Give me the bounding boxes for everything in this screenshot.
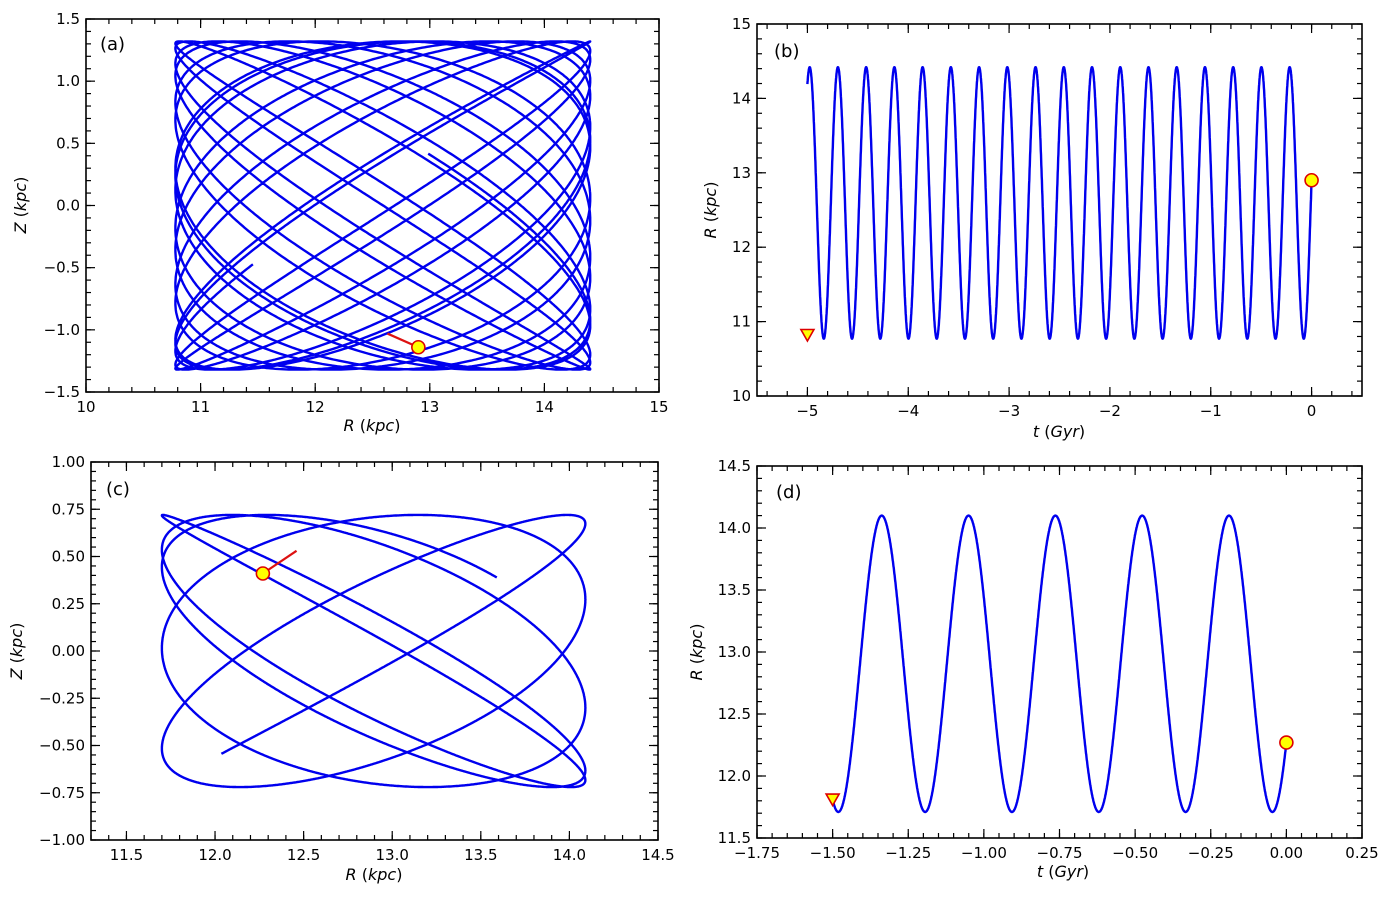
panel-b-label: (b) [774,41,799,62]
y-tick-label: 14.5 [718,457,751,475]
x-tick-label: 13 [420,398,439,416]
x-tick-label: −0.50 [1112,844,1158,862]
y-tick-label: 0.50 [52,548,85,566]
y-tick-label: −1.5 [44,383,80,401]
x-tick-label: −1.75 [734,844,780,862]
y-tick-label: 11.5 [718,829,751,847]
plot-clip-group [831,514,1288,814]
panel-a-orbit-meridional: 10 11 12 13 14 15 −1.5 −1.0 −0.5 0.0 0.5 1.0 1.5 (a)… [11,10,669,435]
panel-c-label: (c) [106,479,130,500]
orbit-line [831,514,1288,814]
current-position-marker [411,339,426,355]
current-position-marker [255,566,271,581]
x-tick-label: 14 [535,398,554,416]
x-tick-label: 11.5 [110,846,143,864]
y-tick-label: 1.00 [52,453,85,471]
x-tick-label: 13.0 [376,846,409,864]
x-tick-label: −0.75 [1037,844,1083,862]
x-tick-label: −3 [998,402,1020,420]
y-tick-label: 13.5 [718,581,751,599]
panel-c-ticks: 11.5 12.0 12.5 13.0 13.5 14.0 14.5 −1.00 −0.75 −0… [39,453,675,864]
x-tick-label: 0 [1307,402,1317,420]
orbit-line [174,40,592,371]
plot-clip-group [160,513,587,789]
panel-d-radius-vs-time: −1.75 −1.50 −1.25 −1.00 −0.75 −0.50 −0.25 0.00 0… [687,457,1379,881]
y-tick-label: 12 [732,238,751,256]
end-position-marker [1279,735,1294,750]
panel-c-y-axis-label: Z (kpc) [7,623,26,681]
x-tick-label: −2 [1099,402,1121,420]
panel-a-label: (a) [100,34,125,55]
plot-clip-group [174,40,592,371]
panel-d-ticks: −1.75 −1.50 −1.25 −1.00 −0.75 −0.50 −0.25 0.00 0… [718,457,1379,862]
orbit-line [160,513,587,789]
start-position-marker [799,328,816,343]
x-tick-label: 14.0 [553,846,586,864]
panel-b-radius-vs-time: −5 −4 −3 −2 −1 0 10 11 12 13 14 15 (b) t (Gyr) R (k… [701,15,1363,441]
y-tick-label: 12.0 [718,767,751,785]
x-tick-label: 12.0 [198,846,231,864]
x-tick-label: 14.5 [641,846,674,864]
y-tick-label: −0.5 [44,259,80,277]
panel-d-plot-area [824,514,1294,814]
x-tick-label: −4 [897,402,919,420]
y-tick-label: −0.50 [39,737,85,755]
panel-b-frame [756,23,1363,397]
panel-b-x-axis-label: t (Gyr) [1033,422,1085,441]
y-tick-label: 0.0 [56,197,80,215]
panel-c-orbit-meridional: 11.5 12.0 12.5 13.0 13.5 14.0 14.5 −1.00 −0.75 −0… [7,453,675,884]
x-tick-label: −1.25 [885,844,931,862]
panel-a-x-axis-label: R (kpc) [344,416,401,435]
x-tick-label: −1.50 [810,844,856,862]
y-tick-label: 1.5 [56,10,80,28]
y-tick-label: 14.0 [718,519,751,537]
panel-c-x-axis-label: R (kpc) [346,865,403,884]
plot-clip-group [806,66,1313,340]
y-tick-label: 14 [732,89,751,107]
y-tick-label: −1.0 [44,321,80,339]
x-tick-label: −0.25 [1188,844,1234,862]
start-position-marker [824,793,841,808]
y-tick-label: 0.5 [56,134,80,152]
panel-b-ticks: −5 −4 −3 −2 −1 0 10 11 12 13 14 15 [732,15,1362,420]
y-tick-label: 11 [732,313,751,331]
y-tick-label: 13 [732,164,751,182]
x-tick-label: −5 [796,402,818,420]
x-tick-label: 11 [191,398,210,416]
x-tick-label: −1 [1200,402,1222,420]
panel-a-ticks: 10 11 12 13 14 15 −1.5 −1.0 −0.5 0.0 0.5 1.0 1.5 [44,10,669,416]
y-tick-label: −0.25 [39,689,85,707]
y-tick-label: 13.0 [718,643,751,661]
panel-b-y-axis-label: R (kpc) [701,182,720,239]
y-tick-label: 0.25 [52,595,85,613]
end-position-marker [1304,172,1319,188]
panel-d-x-axis-label: t (Gyr) [1037,862,1089,881]
y-tick-label: 12.5 [718,705,751,723]
y-tick-label: −0.75 [39,784,85,802]
panel-a-plot-area [174,40,592,371]
y-tick-label: 0.75 [52,500,85,518]
panel-c-plot-area [160,513,587,789]
panel-a-y-axis-label: Z (kpc) [11,177,30,235]
x-tick-label: 12.5 [287,846,320,864]
x-tick-label: 10 [76,398,95,416]
orbit-line [806,66,1313,340]
y-tick-label: 10 [732,387,751,405]
x-tick-label: −1.00 [961,844,1007,862]
y-tick-label: 1.0 [56,72,80,90]
panel-d-y-axis-label: R (kpc) [687,624,706,681]
x-tick-label: 15 [649,398,668,416]
y-tick-label: 15 [732,15,751,33]
panel-d-label: (d) [776,482,801,503]
x-tick-label: 0.25 [1345,844,1378,862]
x-tick-label: 13.5 [464,846,497,864]
y-tick-label: 0.00 [52,642,85,660]
y-tick-label: −1.00 [39,831,85,849]
x-tick-label: 12 [306,398,325,416]
panel-b-plot-area [799,66,1319,343]
x-tick-label: 0.00 [1270,844,1303,862]
